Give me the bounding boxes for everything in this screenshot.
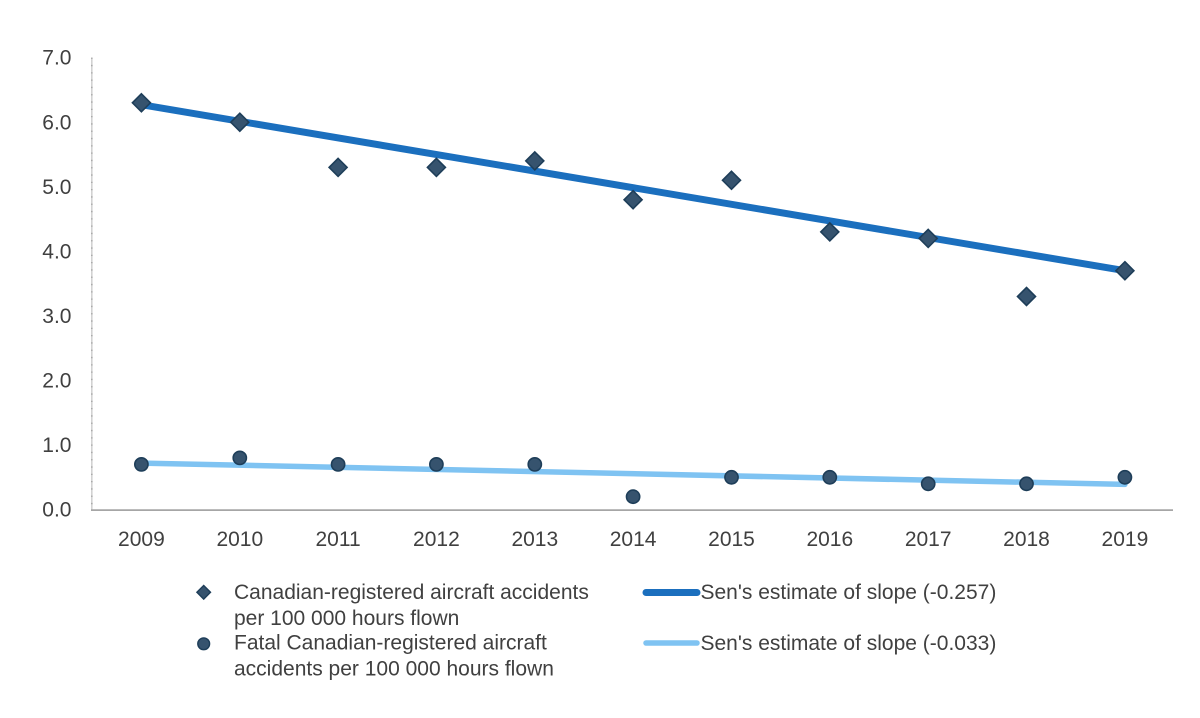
svg-text:2019: 2019 (1102, 528, 1149, 551)
svg-text:5.0: 5.0 (42, 176, 71, 199)
svg-text:2009: 2009 (118, 528, 165, 551)
svg-text:2017: 2017 (905, 528, 952, 551)
svg-text:0.0: 0.0 (42, 499, 71, 522)
svg-text:3.0: 3.0 (42, 305, 71, 328)
svg-text:Sen's estimate of slope (-0.25: Sen's estimate of slope (-0.257) (701, 581, 997, 604)
svg-text:7.0: 7.0 (42, 47, 71, 70)
svg-text:2018: 2018 (1003, 528, 1050, 551)
svg-text:2013: 2013 (511, 528, 558, 551)
svg-text:2016: 2016 (806, 528, 853, 551)
svg-text:1.0: 1.0 (42, 434, 71, 457)
svg-text:6.0: 6.0 (42, 111, 71, 134)
svg-text:4.0: 4.0 (42, 240, 71, 263)
svg-text:per 100 000 hours flown: per 100 000 hours flown (234, 607, 459, 630)
svg-text:Fatal Canadian-registered airc: Fatal Canadian-registered aircraft (234, 631, 547, 654)
svg-text:2.0: 2.0 (42, 370, 71, 393)
svg-text:2015: 2015 (708, 528, 755, 551)
svg-text:2012: 2012 (413, 528, 460, 551)
svg-text:2014: 2014 (610, 528, 657, 551)
svg-text:Canadian-registered aircraft a: Canadian-registered aircraft accidents (234, 581, 589, 604)
svg-text:Sen's estimate of slope (-0.03: Sen's estimate of slope (-0.033) (701, 632, 997, 655)
svg-text:2011: 2011 (316, 528, 361, 551)
svg-text:accidents per 100 000 hours fl: accidents per 100 000 hours flown (234, 658, 554, 681)
svg-text:2010: 2010 (216, 528, 263, 551)
